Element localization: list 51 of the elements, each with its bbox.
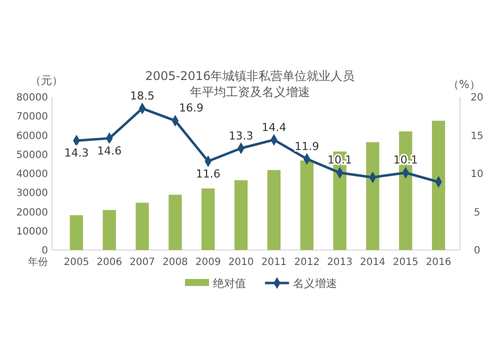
y-tick-label: 80000 <box>16 92 48 104</box>
y2-tick-label: 20 <box>470 92 484 104</box>
x-tick-label: 2013 <box>327 257 353 268</box>
bar <box>432 120 446 250</box>
x-tick-label: 2005 <box>64 257 90 268</box>
y2-tick-label: 0 <box>474 246 480 256</box>
x-tick-label: 2008 <box>162 257 188 268</box>
x-tick-label: 2012 <box>294 257 320 268</box>
x-tick-label: 2016 <box>426 257 452 268</box>
bar <box>234 180 248 250</box>
y2-tick-label: 10 <box>470 169 484 180</box>
chart-title: 2005-2016年城镇非私营单位就业人员 <box>145 69 355 83</box>
bar <box>102 210 116 250</box>
x-tick-label: 2010 <box>228 257 254 268</box>
y-tick-label: 40000 <box>16 169 48 180</box>
x-tick-label: 2015 <box>392 257 418 268</box>
y2-axis-title: （%） <box>448 78 480 91</box>
bar <box>70 215 84 250</box>
x-tick-label: 2009 <box>195 257 221 268</box>
x-tick-label: 2011 <box>261 257 287 268</box>
x-tick-label: 2014 <box>360 257 386 268</box>
data-label: 16.9 <box>178 102 204 115</box>
data-label: 14.6 <box>97 144 122 158</box>
y-tick-label: 50000 <box>16 150 48 161</box>
data-label: 14.4 <box>262 120 286 134</box>
bar <box>168 194 182 250</box>
legend-label: 名义增速 <box>293 276 337 290</box>
x-tick-label: 2007 <box>130 257 156 268</box>
y-tick-label: 30000 <box>16 188 48 200</box>
bar <box>366 142 380 250</box>
bar <box>300 160 314 250</box>
y-tick-label: 0 <box>42 246 48 256</box>
data-label: 14.3 <box>64 146 89 160</box>
y-tick-label: 60000 <box>16 130 48 142</box>
bar <box>202 188 215 250</box>
data-label: 11.6 <box>196 167 220 180</box>
chart-subtitle: 年平均工资及名义增速 <box>190 85 310 99</box>
x-tick-label: 2006 <box>96 257 122 268</box>
y-tick-label: 20000 <box>16 207 48 218</box>
data-label: 18.5 <box>130 89 155 102</box>
data-label: 11.9 <box>294 140 320 153</box>
x-axis-title: 年份 <box>28 256 48 268</box>
bar <box>267 170 281 250</box>
y-tick-label: 10000 <box>16 226 48 238</box>
legend-label: 绝对值 <box>213 276 246 290</box>
y-tick-label: 70000 <box>16 112 48 123</box>
data-label: 13.3 <box>228 129 254 142</box>
y-axis-title: （元） <box>30 74 63 87</box>
y2-tick-label: 15 <box>470 130 484 142</box>
y2-tick-label: 5 <box>474 207 480 218</box>
bar <box>136 202 149 250</box>
